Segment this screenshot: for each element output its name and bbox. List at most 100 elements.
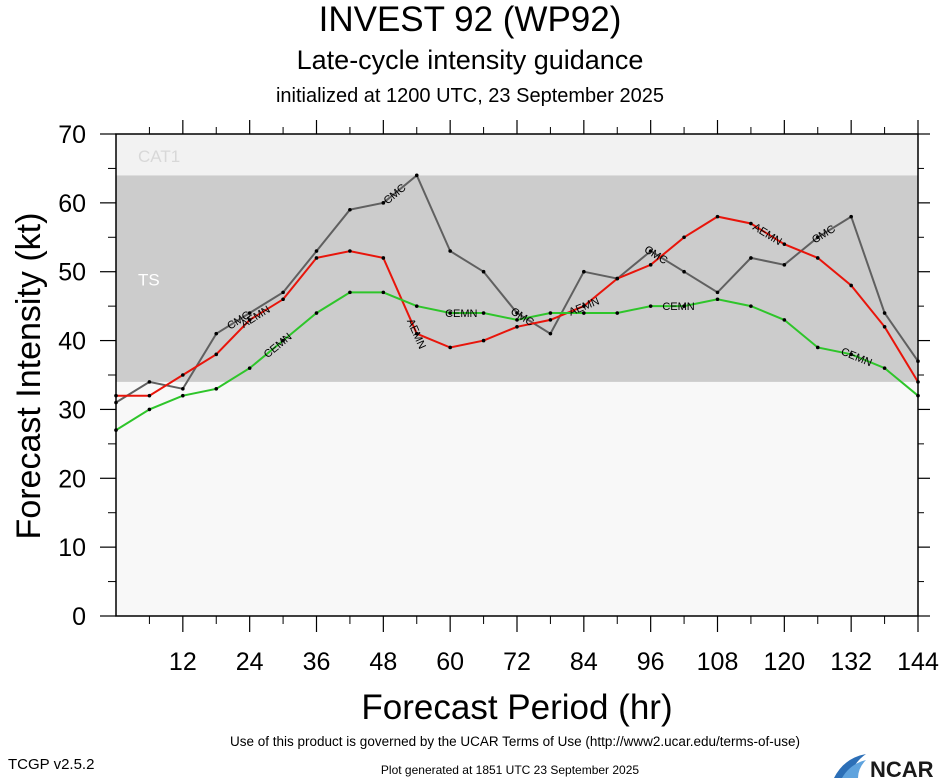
data-point-cmc (548, 331, 553, 336)
y-tick-label: 20 (58, 465, 86, 493)
data-point-aemn (882, 325, 887, 329)
data-point-aemn (749, 221, 753, 226)
y-axis-label: Forecast Intensity (kt) (10, 213, 48, 540)
data-point-aemn (548, 318, 553, 322)
data-point-cemn (147, 407, 152, 412)
band-cat1 (116, 134, 918, 176)
data-point-cemn (247, 366, 252, 370)
band-label-ts: TS (138, 270, 160, 289)
x-tick-label: 12 (169, 648, 197, 676)
x-tick-label: 72 (503, 648, 531, 676)
chart-subtitle: Late-cycle intensity guidance (296, 45, 644, 75)
data-point-cemn (882, 366, 887, 370)
data-point-cemn (448, 311, 452, 315)
svg-text:NCAR: NCAR (870, 757, 934, 780)
data-point-cmc (815, 235, 820, 240)
y-tick-label: 50 (58, 259, 86, 287)
x-tick-label: 36 (303, 648, 331, 676)
y-tick-label: 10 (58, 534, 86, 562)
data-point-aemn (682, 235, 686, 240)
data-point-cmc (648, 249, 653, 253)
data-point-cmc (281, 290, 285, 295)
data-point-cmc (782, 263, 787, 267)
data-point-cemn (615, 311, 620, 315)
terms-of-use-note: Use of this product is governed by the U… (230, 734, 800, 749)
data-point-cemn (214, 386, 219, 391)
data-point-cemn (481, 311, 486, 315)
data-point-cemn (715, 297, 720, 302)
x-tick-label: 48 (369, 648, 397, 676)
data-point-cemn (682, 304, 686, 308)
data-point-cmc (414, 173, 419, 178)
data-point-aemn (715, 214, 720, 219)
x-axis-label: Forecast Period (hr) (361, 688, 672, 727)
intensity-bands: TS CAT1 (116, 134, 918, 382)
x-tick-label: 120 (763, 648, 805, 676)
data-point-aemn (648, 263, 653, 267)
data-point-cmc (582, 269, 586, 274)
data-point-cemn (314, 311, 319, 315)
data-point-cemn (548, 311, 553, 315)
data-point-cmc (481, 269, 486, 274)
data-point-aemn (782, 242, 787, 246)
x-tick-label: 60 (436, 648, 464, 676)
data-point-cemn (515, 318, 519, 322)
data-point-aemn (281, 297, 285, 302)
series-label-cemn: CEMN (445, 308, 477, 320)
y-tick-label: 60 (58, 190, 86, 218)
series-points (114, 173, 920, 432)
data-point-cmc (181, 386, 185, 391)
y-tick-label: 30 (58, 396, 86, 424)
data-point-cmc (348, 207, 352, 212)
band-ts (116, 175, 918, 382)
data-point-aemn (582, 304, 586, 308)
data-point-cemn (582, 311, 586, 315)
data-point-aemn (247, 318, 252, 322)
y-tick-label: 40 (58, 328, 86, 356)
data-point-cmc (882, 311, 887, 315)
data-point-cmc (515, 311, 519, 315)
version-label: TCGP v2.5.2 (8, 756, 95, 773)
y-tick-label: 70 (58, 121, 86, 149)
data-point-aemn (147, 393, 152, 398)
data-point-cemn (749, 304, 753, 308)
data-point-cmc (682, 269, 686, 274)
x-tick-label: 108 (697, 648, 739, 676)
generated-time-note: Plot generated at 1851 UTC 23 September … (380, 763, 640, 777)
axis-ticks: 0 10 20 30 40 50 60 70 12 24 36 48 60 72 84 96 108 120 132… (58, 120, 939, 676)
data-point-aemn (348, 249, 352, 253)
data-point-cemn (849, 352, 853, 357)
data-point-cemn (815, 345, 820, 350)
data-point-aemn (181, 373, 185, 377)
x-tick-label: 24 (236, 648, 264, 676)
data-point-cemn (381, 290, 386, 295)
data-point-aemn (515, 325, 519, 329)
data-point-cemn (782, 318, 787, 322)
chart-title: INVEST 92 (WP92) (318, 0, 622, 39)
data-point-aemn (448, 345, 452, 350)
data-point-aemn (314, 256, 319, 260)
x-tick-label: 132 (830, 648, 872, 676)
band-label-cat1: CAT1 (138, 147, 180, 166)
data-point-aemn (615, 276, 620, 281)
data-point-cmc (448, 249, 452, 253)
data-point-cmc (214, 331, 219, 336)
data-point-cmc (314, 249, 319, 253)
data-point-cmc (749, 256, 753, 260)
y-tick-label: 0 (72, 603, 86, 631)
data-point-aemn (214, 352, 219, 357)
data-point-cemn (348, 290, 352, 295)
init-time-line: initialized at 1200 UTC, 23 September 20… (275, 85, 664, 107)
data-point-cemn (181, 393, 185, 398)
data-point-aemn (849, 283, 853, 288)
data-point-cmc (715, 290, 720, 295)
data-point-aemn (414, 331, 419, 336)
x-tick-label: 84 (570, 648, 598, 676)
data-point-aemn (815, 256, 820, 260)
data-point-cemn (414, 304, 419, 308)
series-label-cemn: CEMN (662, 301, 694, 313)
x-tick-label: 144 (897, 648, 939, 676)
data-point-cmc (381, 201, 386, 205)
data-point-aemn (381, 256, 386, 260)
